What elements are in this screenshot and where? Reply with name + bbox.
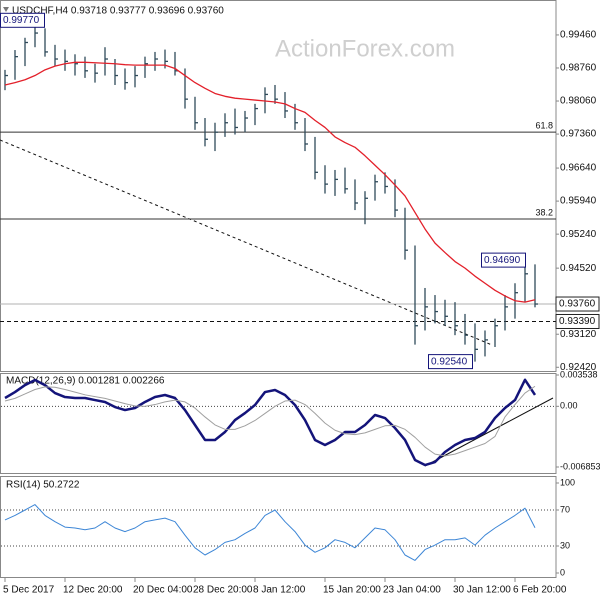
y-tick-label: 0.98060	[560, 96, 597, 107]
y-tick-label: 0.96640	[560, 163, 597, 174]
y-tick-label: 30	[560, 540, 570, 550]
y-tick-label: 0.94520	[560, 263, 597, 274]
indicator-line	[4, 504, 536, 561]
y-tick-label: 70	[560, 504, 570, 514]
price-label: 0.93390	[559, 316, 596, 327]
annotation-label: 0.99770	[3, 15, 40, 26]
chart-title: USDCHF,H4 0.93718 0.93777 0.93696 0.9376…	[12, 6, 224, 17]
y-tick-label: 0.97360	[560, 129, 597, 140]
symbol-icon	[3, 7, 9, 12]
x-tick-label: 6 Feb 20:00	[513, 585, 567, 596]
y-tick-label: 0.95240	[560, 229, 597, 240]
y-tick-label: 0.00	[560, 401, 578, 411]
annotation-label: 0.92540	[431, 356, 468, 367]
y-tick-label: 0.99460	[560, 30, 597, 41]
annotation-box	[0, 12, 45, 28]
price-label-box	[555, 296, 600, 312]
watermark: ActionForex.com	[275, 35, 455, 62]
x-tick-label: 5 Dec 2017	[3, 585, 55, 596]
level-label: 61.8	[535, 121, 553, 131]
price-label-box	[555, 313, 600, 329]
indicator-line	[4, 385, 536, 457]
x-tick-label: 20 Dec 04:00	[133, 585, 193, 596]
macd-title: MACD(12,26,9) 0.001281 0.002266	[6, 376, 165, 387]
price-label: 0.93760	[559, 299, 596, 310]
annotation-box	[481, 252, 526, 268]
level-label: 38.2	[535, 207, 553, 217]
rsi-panel-frame	[0, 476, 557, 578]
y-tick-label: 0.93120	[560, 329, 597, 340]
indicator-line	[4, 378, 537, 467]
y-tick-label: 0.92420	[560, 362, 597, 373]
annotation-box	[428, 354, 473, 370]
moving-average	[4, 61, 536, 303]
macd-panel-frame	[0, 373, 557, 474]
annotation-label: 0.94690	[484, 255, 521, 266]
y-tick-label: 0.95940	[560, 196, 597, 207]
y-tick-label: 0.003538	[560, 369, 598, 379]
rsi-title: RSI(14) 50.2722	[6, 480, 80, 491]
x-tick-label: 28 Dec 20:00	[193, 585, 253, 596]
x-tick-label: 12 Dec 20:00	[63, 585, 123, 596]
y-tick-label: 100	[560, 477, 575, 487]
x-tick-label: 23 Jan 04:00	[383, 585, 441, 596]
price-panel-frame	[0, 0, 557, 372]
macd-trend-line	[424, 397, 554, 467]
x-tick-label: 15 Jan 20:00	[323, 585, 381, 596]
y-tick-label: 0	[560, 567, 565, 577]
x-tick-label: 30 Jan 12:00	[453, 585, 511, 596]
x-tick-label: 8 Jan 12:00	[253, 585, 306, 596]
trend-line	[0, 139, 493, 346]
y-tick-label: 0.98760	[560, 63, 597, 74]
y-tick-label: -0.006853	[560, 461, 600, 471]
